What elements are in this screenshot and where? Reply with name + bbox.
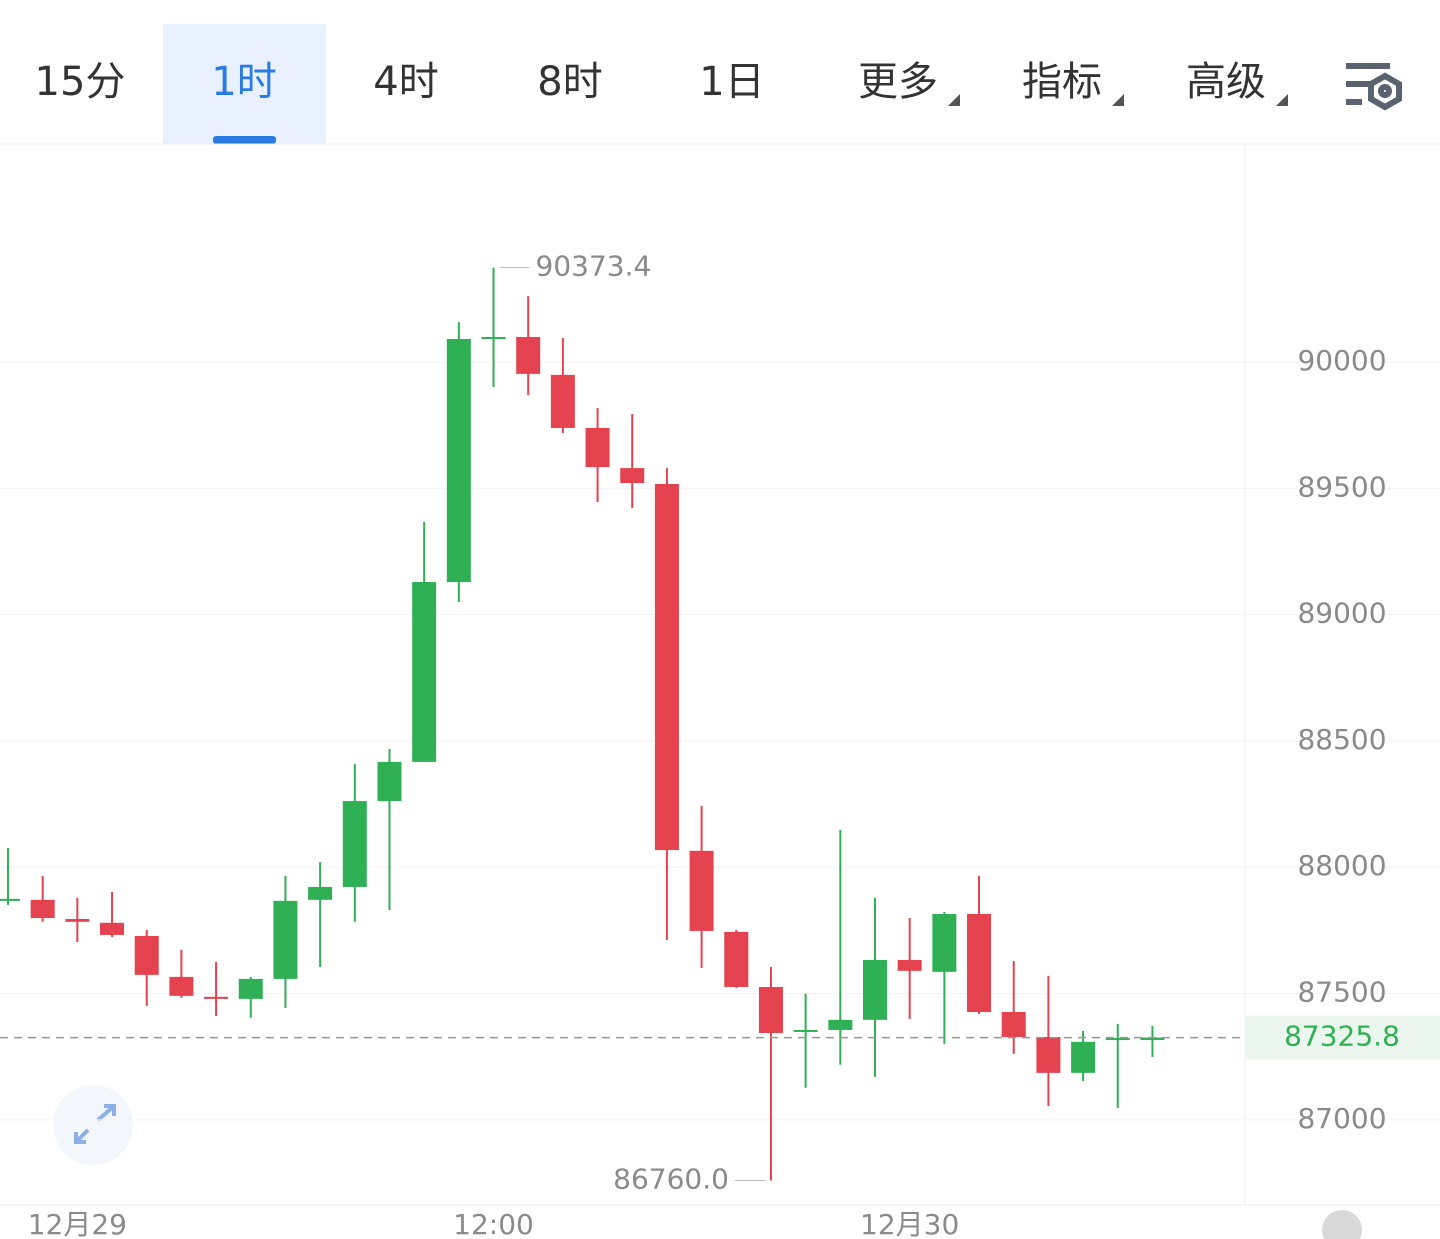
tab-label[interactable]: 8时 xyxy=(537,59,602,105)
x-tick-label: 12月29 xyxy=(28,1208,127,1239)
icon-hex xyxy=(1368,72,1402,111)
last-price-label: 87325.8 xyxy=(1284,1020,1400,1053)
candle-body xyxy=(308,886,333,900)
expand-bg xyxy=(53,1085,133,1165)
candle-body xyxy=(342,801,367,887)
candle-body xyxy=(689,850,714,931)
candle-body xyxy=(550,374,575,428)
candle-body xyxy=(620,468,645,484)
expand-button[interactable] xyxy=(53,1085,133,1165)
dropdown-triangle xyxy=(1276,94,1288,106)
selected-tab-underline xyxy=(213,136,276,144)
tab-label[interactable]: 指标 xyxy=(1022,59,1102,105)
candle-body xyxy=(932,913,957,972)
candle-body xyxy=(446,339,471,583)
candle-body xyxy=(100,922,125,935)
low-label: 86760.0 xyxy=(613,1162,729,1195)
dropdown-triangle xyxy=(948,94,960,106)
candle-body xyxy=(30,899,55,919)
expand-arrows xyxy=(74,1104,116,1144)
candle-body xyxy=(1071,1041,1096,1073)
candle-body xyxy=(412,582,437,762)
dropdown-marks xyxy=(948,94,1288,106)
candle-body xyxy=(654,484,679,851)
candle-body xyxy=(793,1029,818,1032)
tab-label[interactable]: 更多 xyxy=(858,59,938,105)
last-price-bg xyxy=(1245,1015,1440,1060)
candle-body xyxy=(65,919,90,922)
icon-dot xyxy=(1378,84,1392,98)
tab-label[interactable]: 1时 xyxy=(211,59,276,105)
y-tick-label: 88500 xyxy=(1297,723,1386,756)
tab-label[interactable]: 1日 xyxy=(699,59,764,105)
tab-label[interactable]: 15分 xyxy=(35,59,126,105)
candle-body xyxy=(273,900,298,979)
y-tick-label: 89500 xyxy=(1297,470,1386,503)
candle-body xyxy=(516,336,541,374)
x-tick-label: 12:00 xyxy=(453,1208,534,1239)
k-button[interactable] xyxy=(1322,1210,1362,1239)
settings-icon[interactable] xyxy=(1346,63,1402,111)
candle-body xyxy=(967,913,992,1012)
candle-body xyxy=(585,427,610,468)
candle-body xyxy=(1036,1037,1061,1073)
candle-body xyxy=(134,935,159,975)
y-tick-label: 87500 xyxy=(1297,976,1386,1009)
candle-body xyxy=(1105,1038,1130,1041)
candle-body xyxy=(204,996,229,999)
y-tick-label: 90000 xyxy=(1297,344,1386,377)
high-label: 90373.4 xyxy=(536,250,652,283)
y-tick-label: 87000 xyxy=(1297,1102,1386,1135)
candle-body xyxy=(828,1019,853,1030)
candle-body xyxy=(377,761,402,802)
candle-body xyxy=(897,959,922,971)
candle-body xyxy=(863,959,887,1020)
candle-body xyxy=(1140,1037,1165,1041)
candle-body xyxy=(724,931,749,987)
x-tick-label: 12月30 xyxy=(860,1208,959,1239)
y-tick-label: 89000 xyxy=(1297,597,1386,630)
tab-label[interactable]: 高级 xyxy=(1186,59,1266,105)
candle-body xyxy=(758,986,783,1033)
candle-body xyxy=(1001,1011,1026,1038)
candle-body xyxy=(238,978,263,999)
selected-tab-bg xyxy=(163,24,326,144)
y-tick-label: 88000 xyxy=(1297,849,1386,882)
dropdown-triangle xyxy=(1112,94,1124,106)
candle-body xyxy=(481,336,506,340)
tab-label[interactable]: 4时 xyxy=(373,59,438,105)
candle-body xyxy=(169,976,194,996)
candle-body xyxy=(0,898,20,901)
